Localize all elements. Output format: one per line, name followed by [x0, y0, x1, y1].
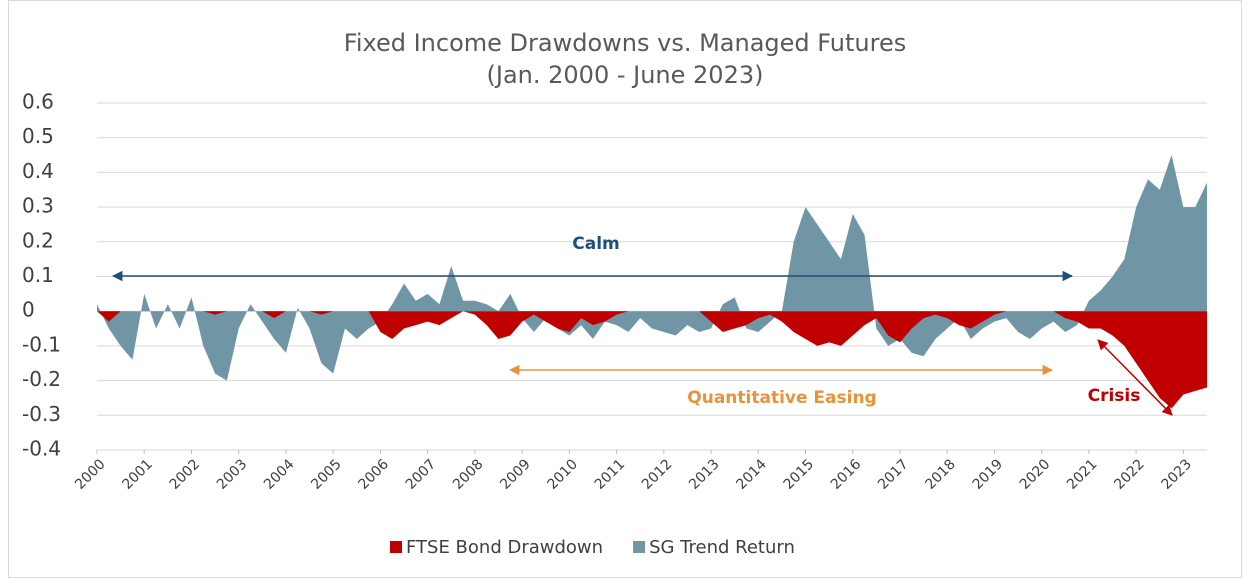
- y-tick-label: 0.5: [22, 124, 54, 148]
- x-tick-label: 2012: [639, 456, 676, 493]
- y-tick-label: 0: [22, 298, 35, 322]
- x-tick-label: 2011: [592, 456, 629, 493]
- x-tick-label: 2013: [686, 456, 723, 493]
- x-tick-label: 2020: [1017, 456, 1054, 493]
- x-tick-label: 2018: [922, 456, 959, 493]
- x-tick-label: 2002: [167, 456, 204, 493]
- x-tick-label: 2000: [72, 456, 109, 493]
- y-tick-label: 0.6: [22, 90, 54, 114]
- x-tick-label: 2015: [781, 456, 818, 493]
- x-tick-label: 2014: [733, 456, 770, 493]
- x-tick-label: 2003: [214, 456, 251, 493]
- legend-label: FTSE Bond Drawdown: [406, 537, 603, 558]
- area-series: [97, 155, 1207, 381]
- y-tick-label: -0.1: [22, 332, 61, 356]
- x-tick-label: 2008: [450, 456, 487, 493]
- chart-title: Fixed Income Drawdowns vs. Managed Futur…: [344, 29, 906, 57]
- plot-area: [96, 102, 1207, 454]
- y-tick-label: -0.4: [22, 437, 61, 461]
- crisis-arrow: [1097, 339, 1173, 416]
- annotation: Calm: [572, 234, 620, 254]
- y-tick-label: 0.2: [22, 228, 54, 252]
- x-tick-label: 2019: [970, 456, 1007, 493]
- x-tick-label: 2010: [544, 456, 581, 493]
- x-tick-label: 2017: [875, 456, 912, 493]
- x-tick-label: 2001: [119, 456, 156, 493]
- y-tick-label: 0.1: [22, 263, 54, 287]
- area-series: [97, 311, 1207, 409]
- x-tick-label: 2005: [308, 456, 345, 493]
- legend-swatch: [633, 541, 646, 553]
- x-tick-label: 2007: [403, 456, 440, 493]
- x-tick-label: 2022: [1111, 456, 1148, 493]
- x-tick-label: 2021: [1064, 456, 1101, 493]
- x-tick-label: 2006: [356, 456, 393, 493]
- legend-swatch: [390, 541, 402, 553]
- y-tick-label: 0.4: [22, 159, 54, 183]
- x-tick-label: 2004: [261, 456, 298, 493]
- y-tick-label: -0.2: [22, 367, 61, 391]
- x-tick-label: 2023: [1159, 456, 1196, 493]
- x-tick-label: 2016: [828, 456, 865, 493]
- annotation: Quantitative Easing: [687, 388, 876, 408]
- y-tick-label: 0.3: [22, 194, 54, 218]
- y-tick-label: -0.3: [22, 402, 61, 426]
- chart-subtitle: (Jan. 2000 - June 2023): [487, 61, 764, 89]
- annotation: Crisis: [1088, 386, 1141, 406]
- x-tick-label: 2009: [497, 456, 534, 493]
- legend-label: SG Trend Return: [649, 537, 795, 558]
